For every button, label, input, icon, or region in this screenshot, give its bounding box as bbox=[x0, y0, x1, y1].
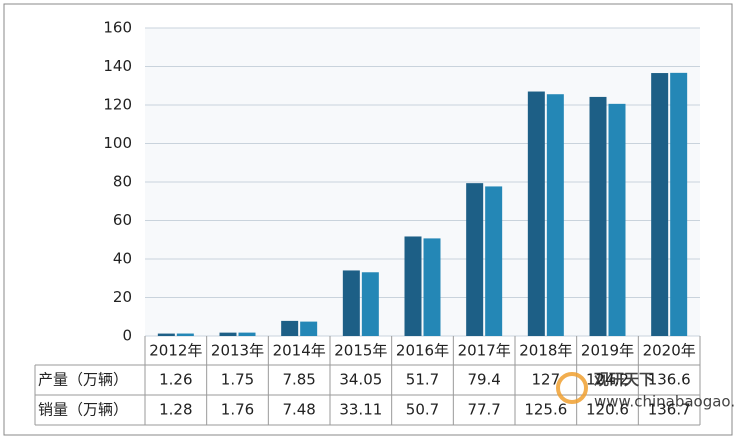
table-value: 136.7 bbox=[648, 401, 691, 419]
bar bbox=[466, 183, 484, 336]
bar bbox=[546, 94, 564, 336]
table-value: 124.2 bbox=[586, 371, 629, 389]
y-tick-label: 20 bbox=[113, 288, 132, 306]
bar bbox=[157, 333, 175, 336]
table-value: 51.7 bbox=[406, 371, 439, 389]
row-label: 产量（万辆） bbox=[38, 371, 128, 389]
bar bbox=[608, 103, 626, 336]
bar bbox=[589, 96, 607, 336]
y-tick-label: 120 bbox=[103, 96, 132, 114]
y-tick-label: 40 bbox=[113, 250, 132, 268]
bar bbox=[404, 236, 422, 336]
table-value: 127 bbox=[532, 371, 561, 389]
y-tick-label: 140 bbox=[103, 57, 132, 75]
x-tick-label: 2016年 bbox=[396, 342, 449, 360]
table-value: 79.4 bbox=[467, 371, 500, 389]
table bbox=[34, 336, 700, 426]
bar bbox=[342, 270, 360, 336]
row-label: 销量（万辆） bbox=[38, 401, 128, 419]
table-value: 125.6 bbox=[524, 401, 567, 419]
table-value: 7.85 bbox=[282, 371, 315, 389]
bar bbox=[281, 320, 299, 336]
bar bbox=[361, 272, 379, 336]
table-value: 1.26 bbox=[159, 371, 192, 389]
table-value: 136.6 bbox=[648, 371, 691, 389]
table-value: 34.05 bbox=[339, 371, 382, 389]
watermark-logo bbox=[556, 372, 588, 404]
bar bbox=[176, 333, 194, 336]
table-value: 33.11 bbox=[339, 401, 382, 419]
table-value: 1.75 bbox=[221, 371, 254, 389]
x-tick-label: 2014年 bbox=[273, 342, 326, 360]
y-tick-label: 160 bbox=[103, 19, 132, 37]
bar bbox=[238, 332, 256, 336]
table-value: 1.76 bbox=[221, 401, 254, 419]
y-tick-label: 60 bbox=[113, 211, 132, 229]
bar bbox=[423, 238, 441, 336]
x-tick-label: 2012年 bbox=[149, 342, 202, 360]
y-tick-label: 0 bbox=[122, 327, 132, 345]
x-tick-label: 2018年 bbox=[519, 342, 572, 360]
x-tick-label: 2020年 bbox=[643, 342, 696, 360]
x-tick-label: 2013年 bbox=[211, 342, 264, 360]
table-value: 77.7 bbox=[467, 401, 500, 419]
x-tick-label: 2015年 bbox=[334, 342, 387, 360]
watermark-site: www.chinabaogao.com bbox=[594, 393, 736, 411]
bar bbox=[670, 72, 688, 336]
table-value: 7.48 bbox=[282, 401, 315, 419]
y-tick-label: 100 bbox=[103, 134, 132, 152]
x-tick-label: 2019年 bbox=[581, 342, 634, 360]
table-value: 1.28 bbox=[159, 401, 192, 419]
bar bbox=[651, 73, 669, 337]
bar bbox=[300, 321, 318, 336]
table-value: 50.7 bbox=[406, 401, 439, 419]
bar bbox=[527, 91, 545, 337]
y-tick-label: 80 bbox=[113, 173, 132, 191]
table-value: 120.6 bbox=[586, 401, 629, 419]
watermark-brand: 观研天下 bbox=[594, 371, 654, 389]
bar bbox=[219, 332, 237, 336]
bar bbox=[485, 186, 503, 336]
x-tick-label: 2017年 bbox=[458, 342, 511, 360]
